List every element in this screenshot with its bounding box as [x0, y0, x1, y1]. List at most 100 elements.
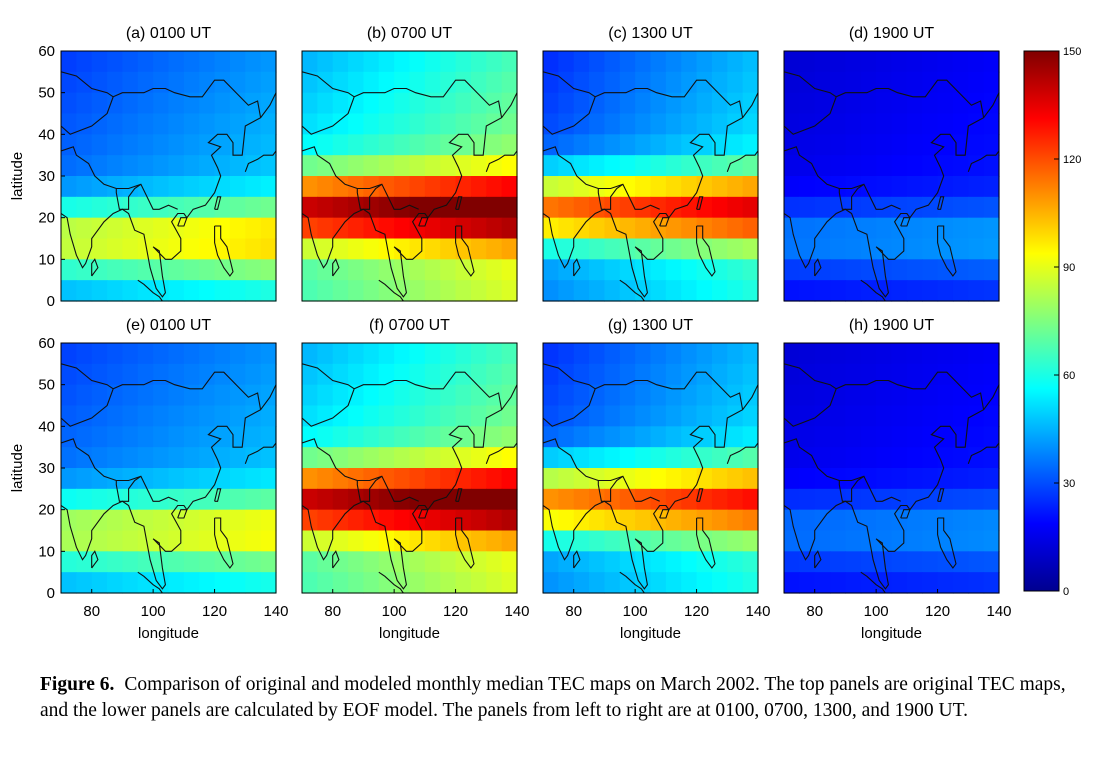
tec-cell	[573, 280, 590, 302]
tec-cell	[952, 280, 969, 302]
tec-cell	[665, 51, 682, 73]
tec-cell	[650, 92, 667, 115]
tec-cell	[711, 530, 728, 552]
x-axis-label: longitude	[620, 625, 681, 642]
tec-cell	[302, 92, 318, 115]
tec-cell	[440, 51, 457, 73]
tec-cell	[876, 51, 893, 73]
coastline	[619, 571, 646, 593]
tec-cell	[302, 572, 318, 594]
tec-cell	[937, 51, 954, 73]
tec-cell	[378, 572, 395, 594]
coastline	[543, 363, 596, 390]
tec-cell	[922, 405, 939, 427]
tec-cell	[302, 196, 318, 219]
tec-cell	[153, 468, 170, 490]
tec-cell	[558, 259, 575, 281]
tec-cell	[107, 572, 124, 594]
tec-cell	[681, 551, 698, 573]
tec-cell	[665, 217, 682, 240]
tec-cell	[348, 447, 365, 469]
tec-cell	[711, 363, 728, 386]
tec-cell	[183, 426, 200, 448]
tec-cell	[968, 343, 985, 365]
tec-cell	[830, 280, 847, 302]
tec-cell	[952, 405, 969, 427]
tec-cell	[742, 468, 759, 490]
tec-cell	[589, 530, 606, 552]
tec-cell	[604, 176, 621, 198]
tec-cell	[650, 176, 667, 198]
tec-cell	[409, 343, 426, 365]
tec-cell	[845, 196, 862, 219]
tec-cell	[635, 217, 652, 240]
tec-cell	[61, 134, 77, 156]
coastline	[115, 475, 142, 502]
tec-cell	[952, 71, 969, 94]
tec-cell	[922, 488, 939, 511]
tec-cell	[363, 155, 380, 177]
tec-cell	[317, 551, 334, 573]
tec-cell	[199, 51, 216, 73]
tec-cell	[168, 343, 185, 365]
tec-cell	[860, 196, 877, 219]
tec-cell	[952, 447, 969, 469]
tec-cell	[501, 343, 518, 365]
tec-cell	[137, 280, 154, 302]
tec-cell	[665, 71, 682, 94]
tec-cell	[650, 551, 667, 573]
colorbar-gradient	[1023, 50, 1060, 592]
tec-cell	[650, 363, 667, 386]
tec-cell	[558, 509, 575, 532]
tec-cell	[229, 572, 246, 594]
tec-cell	[470, 447, 487, 469]
x-tick-label: 100	[382, 603, 407, 620]
tec-cell	[317, 509, 334, 532]
tec-cell	[906, 259, 923, 281]
tec-cell	[440, 488, 457, 511]
tec-cell	[168, 363, 185, 386]
tec-cell	[183, 488, 200, 511]
tec-cell	[952, 426, 969, 448]
tec-cell	[424, 134, 441, 156]
tec-cell	[317, 384, 334, 407]
tec-cell	[543, 551, 559, 573]
tec-cell	[214, 343, 231, 365]
tec-cell	[906, 51, 923, 73]
tec-cell	[952, 51, 969, 73]
tec-cell	[183, 238, 200, 260]
tec-cell	[260, 405, 277, 427]
tec-cell	[983, 447, 1000, 469]
tec-cell	[968, 572, 985, 594]
tec-cell	[486, 426, 503, 448]
tec-cell	[122, 51, 139, 73]
tec-cell	[214, 134, 231, 156]
coastline	[214, 517, 234, 569]
tec-cell	[229, 259, 246, 281]
map-panel	[301, 342, 518, 594]
tec-cell	[799, 92, 816, 115]
tec-cell	[501, 113, 518, 135]
tec-cell	[91, 530, 108, 552]
tec-cell	[363, 426, 380, 448]
tec-cell	[543, 572, 559, 594]
tec-cell	[91, 134, 108, 156]
tec-cell	[650, 343, 667, 365]
tec-cell	[784, 551, 800, 573]
tec-cell	[348, 176, 365, 198]
tec-cell	[589, 343, 606, 365]
tec-cell	[168, 280, 185, 302]
tec-cell	[122, 155, 139, 177]
tec-cell	[470, 71, 487, 94]
tec-cell	[183, 71, 200, 94]
tec-cell	[742, 280, 759, 302]
tec-cell	[937, 196, 954, 219]
tec-cell	[681, 447, 698, 469]
tec-cell	[711, 551, 728, 573]
tec-cell	[470, 259, 487, 281]
tec-cell	[573, 196, 590, 219]
tec-cell	[440, 71, 457, 94]
tec-cell	[229, 509, 246, 532]
tec-cell	[983, 92, 1000, 115]
coastline	[659, 217, 670, 227]
